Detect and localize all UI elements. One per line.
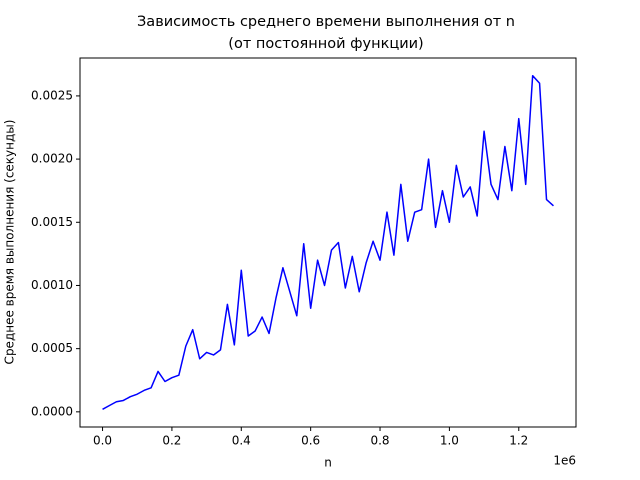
x-tick-label: 1.2	[509, 434, 528, 448]
y-tick-label: 0.0005	[31, 341, 73, 355]
x-tick-label: 0.8	[370, 434, 389, 448]
y-tick-label: 0.0010	[31, 278, 73, 292]
y-tick-label: 0.0015	[31, 215, 73, 229]
data-line	[102, 74, 554, 410]
x-tick-label: 0.4	[232, 434, 251, 448]
x-tick-label: 1.0	[440, 434, 459, 448]
x-tick-label: 0.2	[162, 434, 181, 448]
plot-frame	[79, 57, 577, 428]
y-tick-label: 0.0020	[31, 152, 73, 166]
x-tick-label: 0.0	[93, 434, 112, 448]
x-offset-label: 1e6	[553, 454, 576, 468]
y-axis-label: Среднее время выполнения (секунды)	[3, 120, 17, 365]
chart-title: Зависимость среднего времени выполнения …	[137, 14, 515, 30]
x-axis-label: n	[324, 456, 332, 470]
chart-title: (от постоянной функции)	[228, 36, 423, 52]
y-tick-label: 0.0025	[31, 88, 73, 102]
y-tick-label: 0.0000	[31, 404, 73, 418]
x-tick-label: 0.6	[301, 434, 320, 448]
